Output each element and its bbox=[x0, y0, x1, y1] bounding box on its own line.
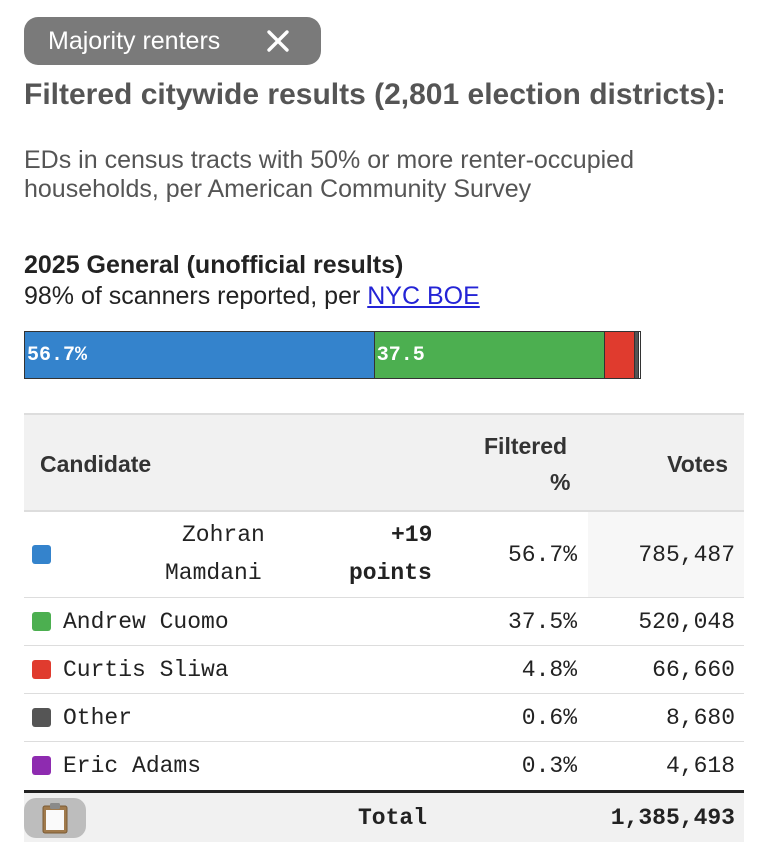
candidate-color-swatch bbox=[32, 545, 51, 564]
race-title: 2025 General (unofficial results) bbox=[24, 251, 404, 279]
results-bar: 56.7% 37.5 bbox=[24, 331, 641, 379]
candidate-votes: 4,618 bbox=[665, 753, 735, 779]
total-label: Total bbox=[358, 805, 428, 831]
candidate-name: Other bbox=[63, 705, 133, 731]
close-icon[interactable] bbox=[265, 28, 291, 54]
bar-segment: 56.7% bbox=[25, 332, 374, 378]
bar-segment bbox=[637, 332, 640, 378]
candidate-name: Eric Adams bbox=[63, 753, 202, 779]
race-subtitle-text: 98% of scanners reported, per bbox=[24, 282, 368, 310]
table-row: Curtis Sliwa 4.8% 66,660 bbox=[24, 646, 744, 694]
copy-button[interactable] bbox=[24, 798, 86, 838]
candidate-name: Curtis Sliwa bbox=[63, 657, 229, 683]
bar-segment bbox=[633, 332, 638, 378]
margin-label: +19 bbox=[391, 522, 433, 548]
table-row: Zohran Mamdani +19 points 56.7% 785,487 bbox=[24, 512, 744, 598]
filter-chip-label: Majority renters bbox=[48, 26, 221, 55]
results-heading: Filtered citywide results (2,801 electio… bbox=[24, 78, 726, 111]
candidate-votes: 8,680 bbox=[665, 705, 735, 731]
table-row: Andrew Cuomo 37.5% 520,048 bbox=[24, 598, 744, 646]
candidate-color-swatch bbox=[32, 708, 51, 727]
candidate-color-swatch bbox=[32, 612, 51, 631]
table-row: Eric Adams 0.3% 4,618 bbox=[24, 742, 744, 790]
filter-chip[interactable]: Majority renters bbox=[24, 17, 321, 65]
candidate-color-swatch bbox=[32, 660, 51, 679]
candidate-name: Mamdani bbox=[165, 560, 262, 586]
bar-segment: 37.5 bbox=[373, 332, 605, 378]
candidate-color-swatch bbox=[32, 756, 51, 775]
candidate-votes: 785,487 bbox=[638, 542, 735, 568]
table-header: Candidate Filtered % Votes bbox=[24, 413, 744, 512]
total-votes: 1,385,493 bbox=[610, 805, 735, 831]
candidate-pct: 0.6% bbox=[521, 705, 577, 731]
votes-cell-bg bbox=[588, 512, 744, 597]
candidate-votes: 520,048 bbox=[638, 609, 735, 635]
table-row: Other 0.6% 8,680 bbox=[24, 694, 744, 742]
header-filtered-pct: % bbox=[550, 469, 571, 495]
candidate-name: Zohran bbox=[182, 522, 265, 548]
results-table: Candidate Filtered % Votes Zohran Mamdan… bbox=[24, 413, 744, 842]
candidate-pct: 37.5% bbox=[507, 609, 577, 635]
clipboard-icon bbox=[42, 803, 68, 834]
header-candidate: Candidate bbox=[40, 451, 152, 477]
candidate-pct: 4.8% bbox=[521, 657, 577, 683]
bar-segment bbox=[604, 332, 634, 378]
nyc-boe-link[interactable]: NYC BOE bbox=[367, 282, 480, 310]
total-row: Total 1,385,493 bbox=[24, 790, 744, 842]
candidate-votes: 66,660 bbox=[652, 657, 735, 683]
results-subheading: EDs in census tracts with 50% or more re… bbox=[24, 146, 634, 203]
bar-segment-label: 56.7% bbox=[27, 344, 88, 367]
candidate-pct: 0.3% bbox=[521, 753, 577, 779]
header-filtered: Filtered bbox=[484, 433, 568, 459]
candidate-name: Andrew Cuomo bbox=[63, 609, 229, 635]
header-votes: Votes bbox=[667, 451, 728, 477]
candidate-pct: 56.7% bbox=[507, 542, 577, 568]
margin-label: points bbox=[349, 560, 432, 586]
bar-segment-label: 37.5 bbox=[376, 344, 425, 367]
race-subtitle: 98% of scanners reported, per NYC BOE bbox=[24, 282, 480, 311]
